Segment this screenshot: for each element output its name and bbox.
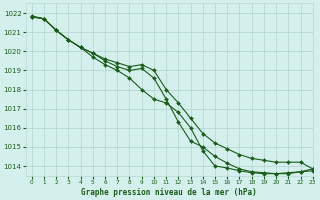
X-axis label: Graphe pression niveau de la mer (hPa): Graphe pression niveau de la mer (hPa) bbox=[81, 188, 257, 197]
